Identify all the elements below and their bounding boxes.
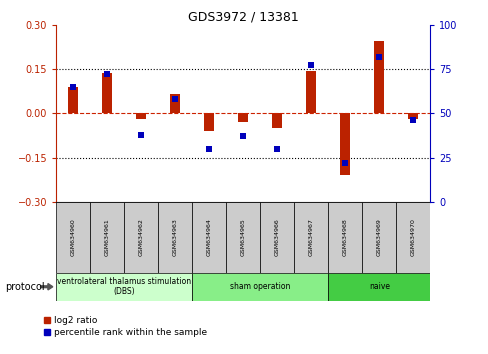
Bar bbox=[124, 202, 158, 273]
Text: protocol: protocol bbox=[5, 282, 44, 292]
Text: GSM634965: GSM634965 bbox=[240, 218, 245, 256]
Bar bbox=[226, 202, 260, 273]
Text: naive: naive bbox=[368, 282, 389, 291]
Bar bbox=[238, 113, 248, 122]
Bar bbox=[327, 202, 362, 273]
Text: GSM634961: GSM634961 bbox=[104, 218, 109, 256]
Text: GSM634969: GSM634969 bbox=[376, 218, 381, 256]
Text: ventrolateral thalamus stimulation
(DBS): ventrolateral thalamus stimulation (DBS) bbox=[57, 277, 191, 296]
Bar bbox=[136, 113, 146, 119]
Text: GSM634967: GSM634967 bbox=[308, 218, 313, 256]
Bar bbox=[407, 113, 418, 119]
Bar bbox=[305, 70, 316, 113]
Text: GSM634968: GSM634968 bbox=[342, 218, 347, 256]
Bar bbox=[56, 202, 90, 273]
Text: sham operation: sham operation bbox=[230, 282, 290, 291]
Bar bbox=[260, 202, 294, 273]
Bar bbox=[192, 273, 327, 301]
Text: GSM634962: GSM634962 bbox=[139, 218, 143, 256]
Bar bbox=[192, 202, 226, 273]
Bar bbox=[272, 113, 282, 128]
Bar bbox=[102, 74, 112, 113]
Title: GDS3972 / 13381: GDS3972 / 13381 bbox=[187, 11, 298, 24]
Legend: log2 ratio, percentile rank within the sample: log2 ratio, percentile rank within the s… bbox=[43, 316, 207, 337]
Bar bbox=[395, 202, 429, 273]
Bar bbox=[90, 202, 124, 273]
Bar bbox=[373, 41, 384, 113]
Text: GSM634963: GSM634963 bbox=[172, 218, 178, 256]
Bar bbox=[158, 202, 192, 273]
Bar bbox=[68, 87, 78, 113]
Text: GSM634964: GSM634964 bbox=[206, 218, 211, 256]
Bar bbox=[294, 202, 327, 273]
Text: GSM634960: GSM634960 bbox=[71, 218, 76, 256]
Bar bbox=[340, 113, 350, 175]
Text: GSM634966: GSM634966 bbox=[274, 218, 279, 256]
Bar bbox=[204, 113, 214, 131]
Bar bbox=[362, 202, 395, 273]
Bar bbox=[170, 94, 180, 113]
Bar bbox=[327, 273, 429, 301]
Bar bbox=[56, 273, 192, 301]
Text: GSM634970: GSM634970 bbox=[410, 218, 415, 256]
